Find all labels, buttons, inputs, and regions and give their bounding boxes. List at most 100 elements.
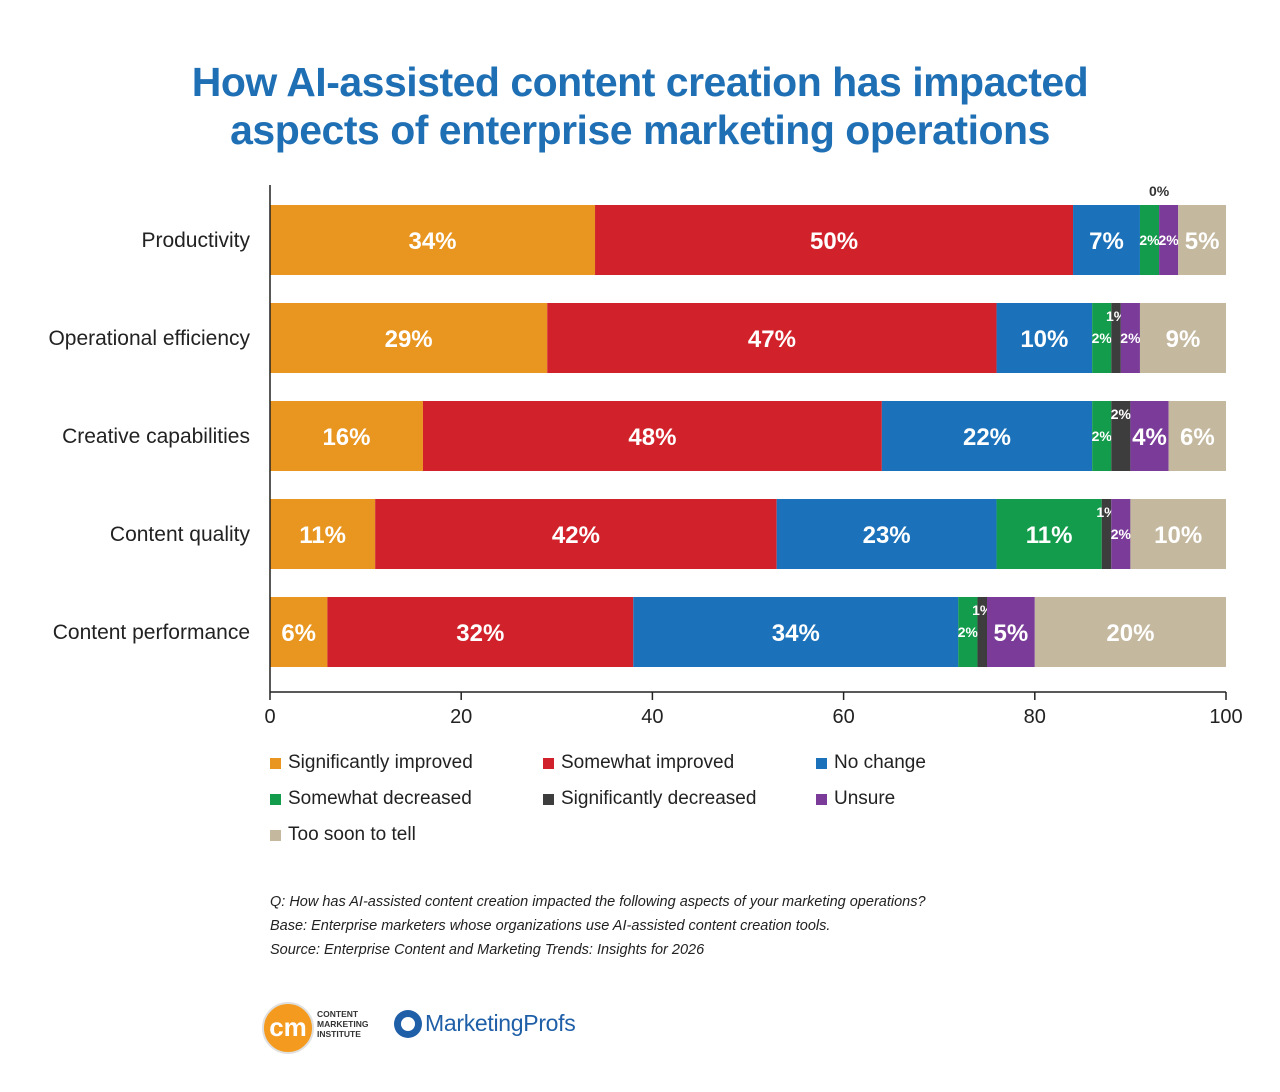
data-label-creative-capabilities-somewhat-improved: 48% bbox=[628, 424, 676, 451]
legend-label-somewhat-decreased: Somewhat decreased bbox=[288, 788, 472, 809]
data-label-creative-capabilities-unsure: 4% bbox=[1132, 424, 1167, 451]
cmi-logo-line-1: CONTENT bbox=[317, 1009, 359, 1019]
cmi-logo-line-3: INSTITUTE bbox=[317, 1029, 361, 1039]
bar-creative-capabilities-significantly-decreased bbox=[1111, 401, 1131, 471]
data-label-content-quality-significantly-improved: 11% bbox=[299, 522, 346, 549]
data-label-productivity-somewhat-improved: 50% bbox=[810, 228, 858, 255]
bar-content-performance-too-soon-to-tell bbox=[1034, 597, 1226, 667]
legend-label-significantly-decreased: Significantly decreased bbox=[561, 788, 757, 809]
category-label-productivity: Productivity bbox=[141, 229, 250, 252]
bar-content-performance-unsure bbox=[987, 597, 1035, 667]
logos: cm CONTENT MARKETING INSTITUTE Marketing… bbox=[262, 1000, 602, 1056]
bar-productivity-too-soon-to-tell bbox=[1178, 205, 1226, 275]
data-label-creative-capabilities-no-change: 22% bbox=[963, 424, 1011, 451]
bar-content-quality-unsure bbox=[1111, 499, 1131, 569]
legend-swatch-too-soon-to-tell bbox=[270, 829, 281, 841]
bar-creative-capabilities-somewhat-improved bbox=[422, 401, 882, 471]
data-label-productivity-somewhat-decreased: 2% bbox=[1139, 232, 1160, 248]
legend-item-unsure: Unsure bbox=[816, 788, 895, 810]
bar-content-performance-significantly-decreased bbox=[977, 597, 987, 667]
data-label-creative-capabilities-significantly-decreased: 2% bbox=[1111, 406, 1132, 422]
legend-swatch-somewhat-improved bbox=[543, 757, 554, 769]
bar-productivity-no-change bbox=[1073, 205, 1140, 275]
legend-item-too-soon-to-tell: Too soon to tell bbox=[270, 824, 416, 846]
base-note: Base: Enterprise marketers whose organiz… bbox=[270, 918, 831, 934]
data-label-content-performance-unsure: 5% bbox=[994, 620, 1029, 647]
bar-creative-capabilities-no-change bbox=[881, 401, 1093, 471]
data-label-content-performance-significantly-improved: 6% bbox=[281, 620, 316, 647]
data-label-content-quality-no-change: 23% bbox=[863, 522, 911, 549]
data-label-creative-capabilities-too-soon-to-tell: 6% bbox=[1180, 424, 1215, 451]
cmi-logo-mark: cm bbox=[262, 1002, 314, 1054]
data-label-content-quality-somewhat-decreased: 11% bbox=[1026, 522, 1073, 549]
data-label-content-performance-too-soon-to-tell: 20% bbox=[1106, 620, 1154, 647]
data-label-operational-efficiency-no-change: 10% bbox=[1020, 326, 1068, 353]
bar-creative-capabilities-significantly-improved bbox=[270, 401, 423, 471]
category-label-operational-efficiency: Operational efficiency bbox=[48, 327, 250, 350]
data-label-content-quality-unsure: 2% bbox=[1111, 526, 1132, 542]
data-label-content-performance-somewhat-improved: 32% bbox=[456, 620, 504, 647]
stacked-bar-chart: Productivity 34% 50% 7% 2% 0% 2% 5% Operational … bbox=[48, 183, 1242, 728]
x-tick-label-60: 60 bbox=[832, 706, 854, 728]
bar-content-performance-significantly-improved bbox=[270, 597, 328, 667]
x-tick-label-100: 100 bbox=[1209, 706, 1242, 728]
marketingprofs-logo-icon bbox=[394, 1010, 422, 1038]
legend-item-significantly-decreased: Significantly decreased bbox=[543, 788, 756, 810]
bar-operational-efficiency-unsure bbox=[1120, 303, 1140, 373]
bar-creative-capabilities-too-soon-to-tell bbox=[1168, 401, 1226, 471]
data-label-operational-efficiency-significantly-improved: 29% bbox=[385, 326, 433, 353]
legend-label-no-change: No change bbox=[834, 752, 926, 773]
legend-item-significantly-improved: Significantly improved bbox=[270, 752, 473, 774]
cmi-logo-line-2: MARKETING bbox=[317, 1019, 369, 1029]
chart-title-line-1: How AI-assisted content creation has imp… bbox=[191, 59, 1089, 105]
category-label-creative-capabilities: Creative capabilities bbox=[62, 425, 250, 448]
chart-notes: Q: How has AI-assisted content creation … bbox=[270, 890, 926, 962]
bar-operational-efficiency-no-change bbox=[996, 303, 1093, 373]
legend-label-somewhat-improved: Somewhat improved bbox=[561, 752, 735, 773]
bar-content-quality-significantly-decreased bbox=[1101, 499, 1112, 569]
category-label-content-performance: Content performance bbox=[53, 621, 250, 644]
bar-creative-capabilities-somewhat-decreased bbox=[1092, 401, 1112, 471]
bar-operational-efficiency-significantly-decreased bbox=[1111, 303, 1121, 373]
legend-swatch-significantly-improved bbox=[270, 757, 281, 769]
bar-productivity-somewhat-improved bbox=[595, 205, 1074, 275]
data-label-operational-efficiency-somewhat-improved: 47% bbox=[748, 326, 796, 353]
legend-swatch-significantly-decreased bbox=[543, 793, 554, 805]
bar-operational-efficiency-somewhat-improved bbox=[547, 303, 997, 373]
data-label-creative-capabilities-significantly-improved: 16% bbox=[322, 424, 370, 451]
data-label-productivity-significantly-decreased: 0% bbox=[1149, 183, 1170, 199]
bar-content-performance-somewhat-decreased bbox=[958, 597, 978, 667]
category-label-content-quality: Content quality bbox=[110, 523, 251, 546]
bar-creative-capabilities-unsure bbox=[1130, 401, 1169, 471]
bar-content-quality-significantly-improved bbox=[270, 499, 376, 569]
legend-item-somewhat-decreased: Somewhat decreased bbox=[270, 788, 472, 810]
legend-label-unsure: Unsure bbox=[834, 788, 896, 809]
legend-item-no-change: No change bbox=[816, 752, 926, 774]
data-label-operational-efficiency-unsure: 2% bbox=[1120, 330, 1141, 346]
cmi-logo-letters: cm bbox=[269, 1012, 307, 1042]
x-tick-label-80: 80 bbox=[1024, 706, 1046, 728]
legend-label-too-soon-to-tell: Too soon to tell bbox=[288, 824, 416, 845]
legend-label-significantly-improved: Significantly improved bbox=[288, 752, 473, 773]
data-label-content-performance-somewhat-decreased: 2% bbox=[958, 624, 979, 640]
bar-productivity-somewhat-decreased bbox=[1139, 205, 1160, 275]
legend-item-somewhat-improved: Somewhat improved bbox=[543, 752, 734, 774]
bar-content-quality-no-change bbox=[776, 499, 997, 569]
bar-content-quality-somewhat-decreased bbox=[996, 499, 1102, 569]
bar-content-quality-too-soon-to-tell bbox=[1130, 499, 1226, 569]
data-label-content-quality-too-soon-to-tell: 10% bbox=[1154, 522, 1202, 549]
data-label-operational-efficiency-somewhat-decreased: 2% bbox=[1092, 330, 1113, 346]
data-label-productivity-unsure: 2% bbox=[1159, 232, 1180, 248]
bar-productivity-unsure bbox=[1159, 205, 1179, 275]
marketingprofs-logo-text: MarketingProfs bbox=[425, 1010, 576, 1036]
legend-swatch-somewhat-decreased bbox=[270, 793, 281, 805]
data-label-content-quality-somewhat-improved: 42% bbox=[552, 522, 600, 549]
bar-content-performance-no-change bbox=[633, 597, 959, 667]
cmi-logo-text: CONTENT MARKETING INSTITUTE bbox=[317, 1009, 368, 1039]
bar-content-quality-somewhat-improved bbox=[375, 499, 777, 569]
bar-operational-efficiency-too-soon-to-tell bbox=[1139, 303, 1226, 373]
bar-content-performance-somewhat-improved bbox=[327, 597, 634, 667]
data-label-operational-efficiency-too-soon-to-tell: 9% bbox=[1166, 326, 1201, 353]
data-label-content-performance-no-change: 34% bbox=[772, 620, 820, 647]
x-tick-label-20: 20 bbox=[450, 706, 472, 728]
